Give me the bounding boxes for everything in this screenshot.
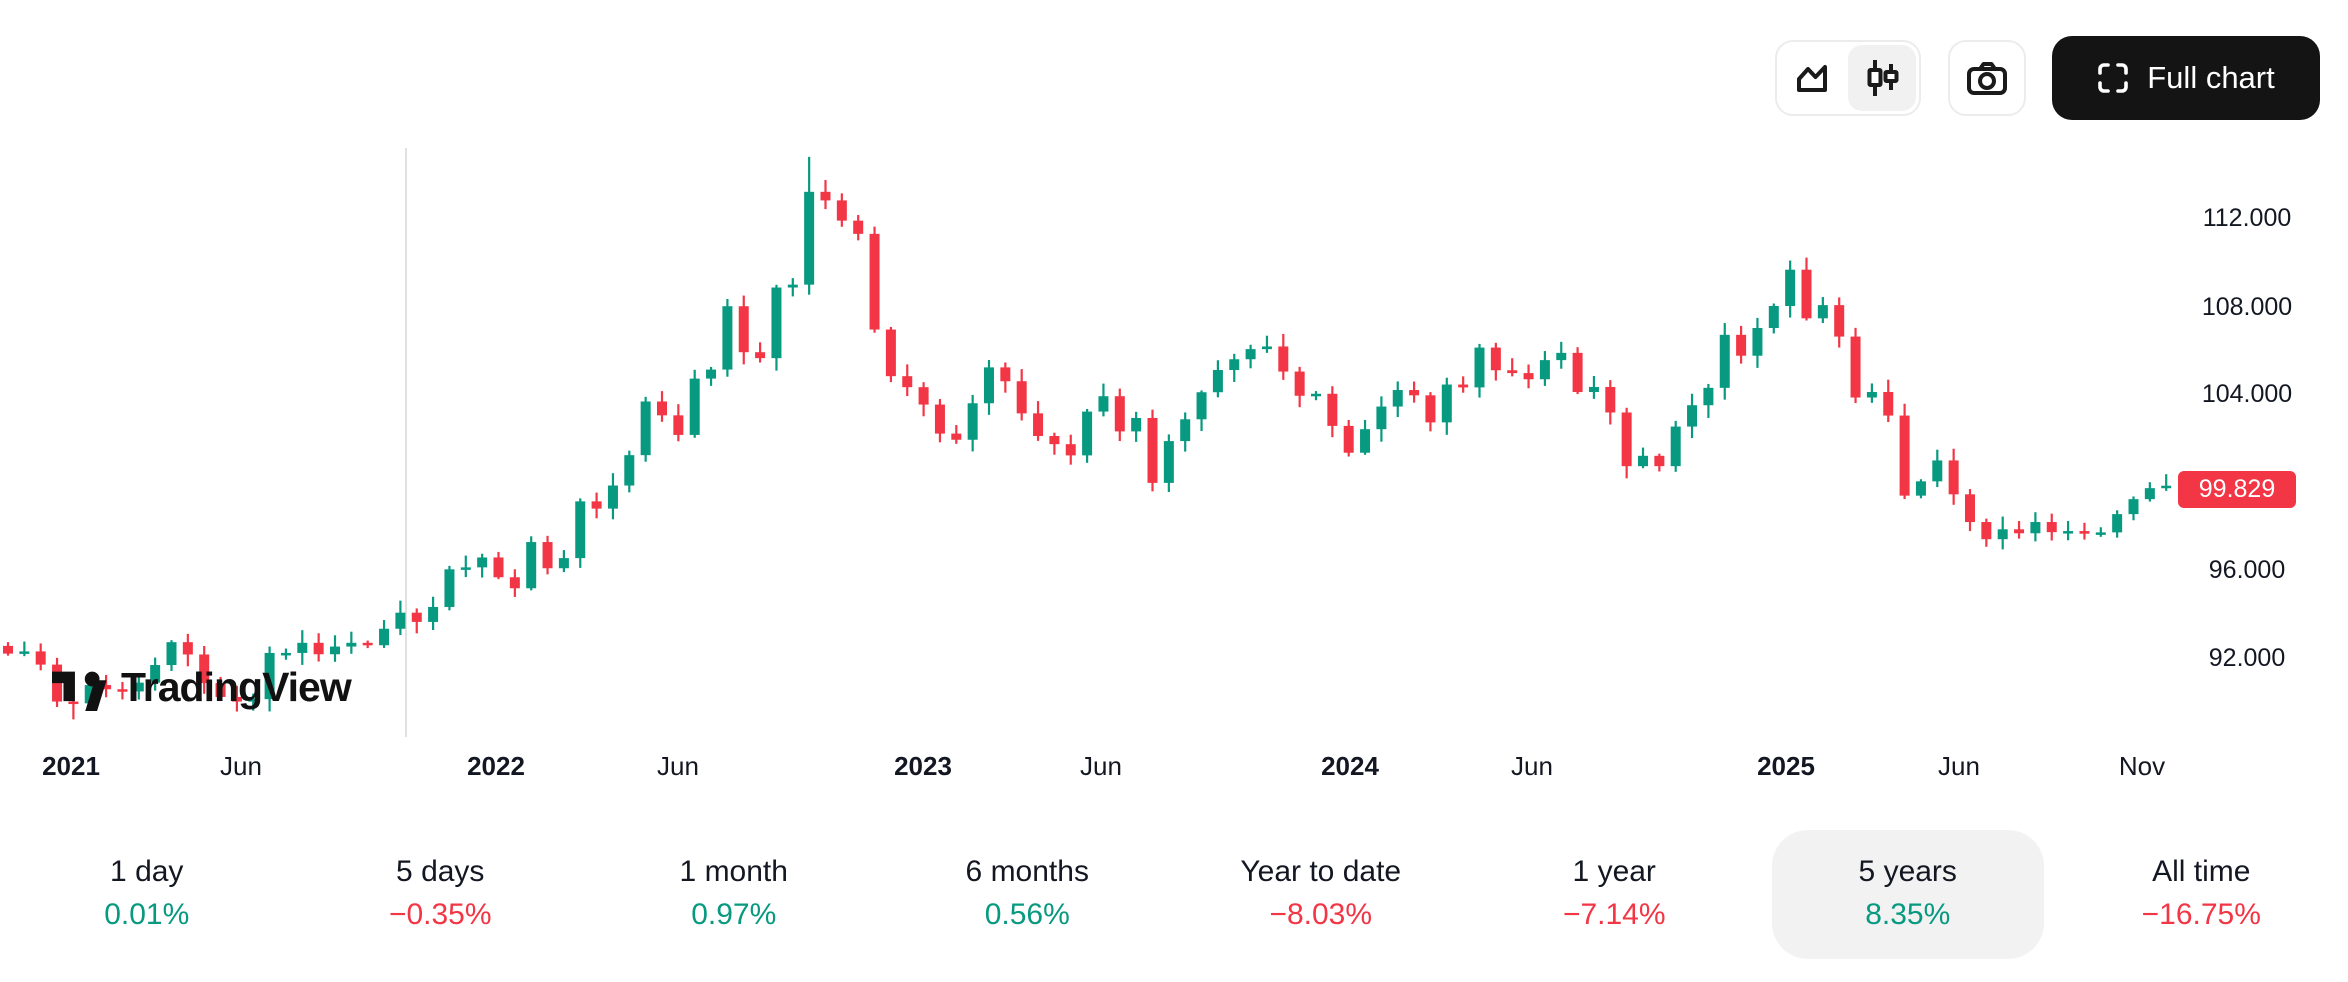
- period-change: −16.75%: [2141, 898, 2261, 931]
- period-pill: 6 months 0.56%: [891, 830, 1163, 959]
- time-tick-label: Nov: [2118, 751, 2166, 781]
- period-button-all-time[interactable]: All time −16.75%: [2055, 830, 2348, 959]
- tradingview-logo-icon: [52, 671, 107, 711]
- chart-style-switcher: [1775, 40, 1921, 116]
- period-label: 1 month: [679, 855, 788, 888]
- candlestick-chart-icon: [1867, 60, 1899, 96]
- period-change: −7.14%: [1562, 898, 1666, 931]
- candles-style-button[interactable]: [1848, 45, 1916, 111]
- time-tick-label: Jun: [1938, 751, 1980, 781]
- price-tick-label: 96.000: [2208, 556, 2286, 584]
- price-tick-label: 104.000: [2201, 380, 2293, 408]
- period-change: −8.03%: [1269, 898, 1373, 931]
- period-pill: 5 years 8.35%: [1771, 830, 2044, 959]
- period-change: −0.35%: [388, 898, 492, 931]
- period-label: 5 days: [396, 855, 485, 888]
- period-label: All time: [2152, 855, 2251, 888]
- tradingview-logo[interactable]: TradingView: [52, 664, 352, 711]
- period-pill: 1 day 0.01%: [11, 830, 283, 959]
- period-label: 5 years: [1858, 855, 1957, 888]
- time-tick-label: Jun: [1511, 751, 1553, 781]
- period-label: 1 day: [110, 855, 184, 888]
- period-label: Year to date: [1240, 855, 1402, 888]
- period-button-year-to-date[interactable]: Year to date −8.03%: [1174, 830, 1468, 959]
- area-chart-icon: [1797, 65, 1827, 92]
- tradingview-logo-text: TradingView: [121, 664, 352, 710]
- time-tick-label: Jun: [1080, 751, 1122, 781]
- full-chart-label: Full chart: [2147, 60, 2275, 95]
- time-tick-label: 2025: [1757, 751, 1815, 781]
- candles-layer: [3, 156, 2172, 720]
- period-button-1-day[interactable]: 1 day 0.01%: [0, 830, 294, 959]
- time-tick-label: 2022: [467, 751, 525, 781]
- full-chart-button[interactable]: Full chart: [2052, 36, 2320, 120]
- snapshot-button[interactable]: [1948, 40, 2026, 116]
- price-tick-label: 112.000: [2202, 204, 2292, 232]
- period-pill: 1 year −7.14%: [1478, 830, 1750, 959]
- fullscreen-icon: [2098, 63, 2129, 93]
- period-change: 0.56%: [984, 898, 1070, 931]
- period-buttons-row: 1 day 0.01% 5 days −0.35% 1 month 0.97% 6 mont…: [0, 830, 2348, 959]
- camera-icon: [1967, 62, 2007, 95]
- period-pill: All time −16.75%: [2065, 830, 2337, 959]
- period-button-5-days[interactable]: 5 days −0.35%: [294, 830, 588, 959]
- period-change: 0.01%: [104, 898, 190, 931]
- period-label: 6 months: [965, 855, 1089, 888]
- period-pill: Year to date −8.03%: [1185, 830, 1457, 959]
- period-label: 1 year: [1572, 855, 1656, 888]
- period-pill: 1 month 0.97%: [598, 830, 870, 959]
- period-button-1-year[interactable]: 1 year −7.14%: [1468, 830, 1762, 959]
- time-tick-label: 2024: [1321, 751, 1379, 781]
- period-change: 0.97%: [691, 898, 777, 931]
- price-tick-label: 108.000: [2201, 293, 2293, 321]
- time-tick-label: 2021: [42, 751, 100, 781]
- area-style-button[interactable]: [1780, 45, 1848, 111]
- time-tick-label: 2023: [894, 751, 952, 781]
- period-button-6-months[interactable]: 6 months 0.56%: [881, 830, 1175, 959]
- price-tick-label: 92.000: [2208, 644, 2286, 672]
- period-button-5-years[interactable]: 5 years 8.35%: [1761, 830, 2055, 959]
- period-button-1-month[interactable]: 1 month 0.97%: [587, 830, 881, 959]
- period-pill: 5 days −0.35%: [304, 830, 576, 959]
- last-price-label: 99.829: [2178, 471, 2296, 508]
- period-change: 8.35%: [1865, 898, 1951, 931]
- time-tick-label: Jun: [220, 751, 262, 781]
- time-tick-label: Jun: [657, 751, 699, 781]
